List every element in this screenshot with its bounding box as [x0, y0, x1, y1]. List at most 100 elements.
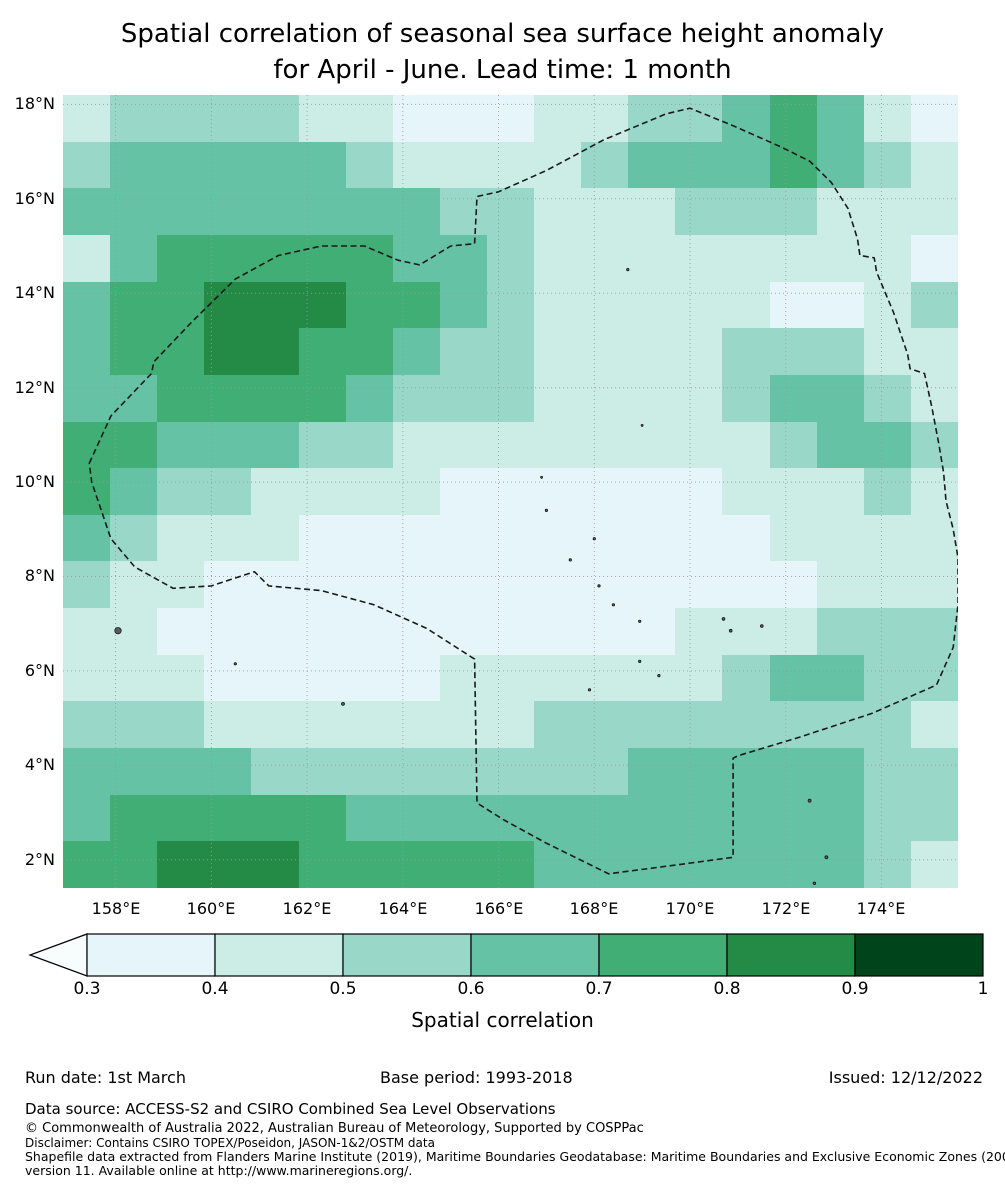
heatmap-cell: [486, 654, 535, 702]
heatmap-cell: [628, 608, 676, 655]
heatmap-cell: [63, 514, 111, 562]
heatmap-cell: [910, 374, 958, 422]
heatmap-cell: [110, 748, 158, 795]
heatmap-cell: [157, 421, 205, 469]
heatmap-cell: [110, 654, 158, 702]
heatmap-cell: [581, 654, 629, 702]
heatmap-cell: [863, 608, 911, 655]
heatmap-cell: [722, 748, 770, 795]
heatmap-cell: [63, 561, 111, 609]
heatmap-cell: [63, 841, 111, 888]
heatmap-cell: [251, 281, 299, 329]
heatmap-cell: [157, 608, 205, 655]
x-tick-label: 168°E: [569, 899, 619, 918]
heatmap-cell: [581, 188, 629, 235]
heatmap-cell: [110, 701, 158, 749]
heatmap-cell: [722, 95, 770, 142]
heatmap-cell: [910, 748, 958, 795]
y-tick-label: 16°N: [14, 189, 55, 208]
heatmap-cell: [110, 468, 158, 515]
heatmap-cell: [722, 234, 770, 282]
heatmap-cell: [675, 421, 723, 469]
heatmap-cell: [675, 561, 723, 609]
heatmap-cell: [345, 421, 393, 469]
heatmap-cell: [628, 141, 676, 189]
island-marker: [597, 584, 601, 588]
heatmap-cell: [439, 561, 487, 609]
heatmap-cell: [251, 514, 299, 562]
heatmap-cell: [298, 234, 346, 282]
y-tick-label: 4°N: [24, 755, 55, 774]
heatmap-cell: [816, 281, 864, 329]
heatmap-cell: [439, 608, 487, 655]
y-tick-label: 18°N: [14, 94, 55, 113]
heatmap-cell: [534, 608, 582, 655]
x-tick-label: 162°E: [282, 899, 332, 918]
heatmap-cell: [298, 841, 346, 888]
island-marker: [721, 617, 726, 621]
island-marker: [759, 624, 764, 628]
heatmap-cell: [204, 561, 252, 609]
y-tick-label: 12°N: [14, 378, 55, 397]
colorbar-label: Spatial correlation: [411, 1008, 594, 1032]
heatmap-cell: [157, 841, 205, 888]
heatmap-cell: [110, 281, 158, 329]
heatmap-cell: [769, 281, 817, 329]
heatmap-cell: [345, 514, 393, 562]
heatmap-cell: [722, 328, 770, 375]
heatmap-cell: [534, 281, 582, 329]
heatmap-cell: [581, 514, 629, 562]
heatmap-cell: [769, 328, 817, 375]
heatmap-cell: [863, 328, 911, 375]
island-marker: [544, 508, 548, 512]
heatmap-cell: [581, 234, 629, 282]
heatmap-cell: [486, 841, 535, 888]
heatmap-cell: [486, 328, 535, 375]
heatmap-cell: [345, 141, 393, 189]
heatmap-cell: [534, 701, 582, 749]
heatmap-cell: [816, 421, 864, 469]
heatmap-cell: [298, 95, 346, 142]
heatmap-cell: [439, 234, 487, 282]
heatmap-cell: [345, 95, 393, 142]
heatmap-cell: [722, 654, 770, 702]
heatmap-cell: [628, 748, 676, 795]
heatmap-cell: [675, 328, 723, 375]
heatmap-cell: [157, 95, 205, 142]
colorbar-tick-label: 0.4: [201, 979, 229, 999]
footer-shapefile-line2: version 11. Available online at http://w…: [25, 1163, 413, 1178]
heatmap-cell: [204, 421, 252, 469]
footer-issued: Issued: 12/12/2022: [828, 1068, 983, 1087]
heatmap-cell: [675, 234, 723, 282]
heatmap-cell: [863, 141, 911, 189]
heatmap-cell: [251, 328, 299, 375]
heatmap-cell: [863, 701, 911, 749]
heatmap-cell: [345, 841, 393, 888]
heatmap-cell: [157, 748, 205, 795]
heatmap-cell: [110, 561, 158, 609]
heatmap-cell: [63, 794, 111, 842]
heatmap-cell: [910, 141, 958, 189]
heatmap-cell: [298, 794, 346, 842]
heatmap-cell: [581, 468, 629, 515]
heatmap-cell: [910, 561, 958, 609]
heatmap-cell: [439, 328, 487, 375]
island-marker: [728, 628, 733, 633]
heatmap-cell: [204, 701, 252, 749]
heatmap-cell: [628, 281, 676, 329]
heatmap-cell: [675, 188, 723, 235]
heatmap-cell: [534, 561, 582, 609]
heatmap-cell: [769, 841, 817, 888]
heatmap-cell: [581, 95, 629, 142]
colorbar-tick-label: 0.5: [329, 979, 357, 999]
island-marker: [807, 798, 812, 803]
heatmap-cell: [345, 608, 393, 655]
heatmap-cell: [204, 141, 252, 189]
heatmap-cell: [816, 748, 864, 795]
heatmap-cell: [486, 514, 535, 562]
heatmap-cell: [63, 468, 111, 515]
x-tick-label: 164°E: [378, 899, 428, 918]
heatmap-cell: [863, 234, 911, 282]
heatmap-cell: [910, 281, 958, 329]
heatmap-cell: [63, 141, 111, 189]
